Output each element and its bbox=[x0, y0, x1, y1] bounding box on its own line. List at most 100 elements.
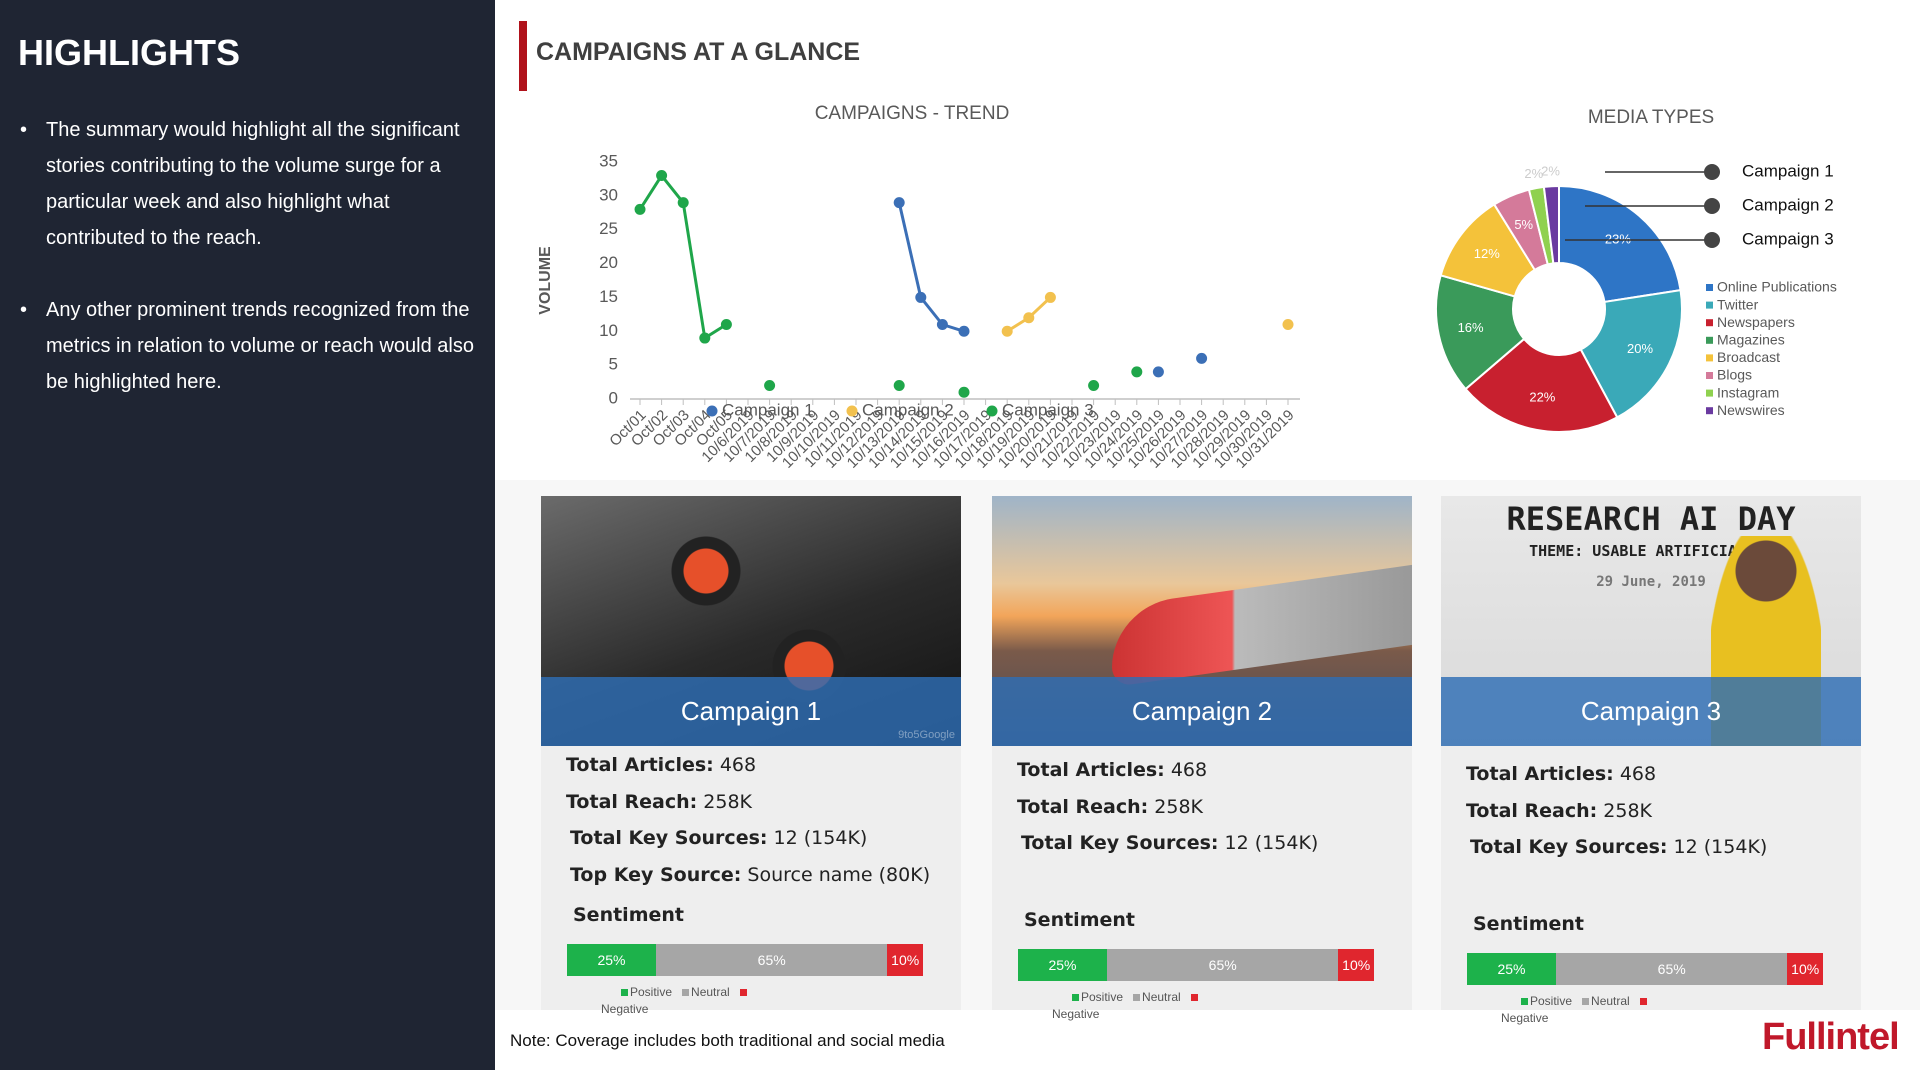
pie-label: 22% bbox=[1529, 389, 1555, 404]
stat-value: 258K bbox=[1154, 795, 1204, 818]
chart-title: CAMPAIGNS - TREND bbox=[815, 103, 1010, 124]
legend-item: Neutral bbox=[682, 985, 730, 999]
annotation-label: Campaign 2 bbox=[1742, 195, 1834, 214]
chart-title: MEDIA TYPES bbox=[1588, 107, 1714, 128]
legend-swatch bbox=[706, 405, 718, 417]
sentiment-legend: Positive Neutral Negative bbox=[1052, 990, 1272, 1021]
sentiment-segment: 25% bbox=[567, 944, 656, 976]
stat-label: Total Key Sources: bbox=[1470, 836, 1668, 858]
sentiment-segment: 10% bbox=[1787, 953, 1823, 985]
legend-swatch bbox=[621, 989, 628, 996]
legend-label: Positive bbox=[630, 985, 673, 999]
legend-label: Online Publications bbox=[1717, 279, 1837, 295]
series-line bbox=[640, 176, 1137, 372]
annotation-dot bbox=[1704, 232, 1720, 248]
legend-label: Negative bbox=[1052, 1007, 1100, 1021]
legend-swatch bbox=[1582, 998, 1590, 1005]
sentiment-title: Sentiment bbox=[1024, 909, 1135, 931]
legend-swatch bbox=[1706, 284, 1713, 291]
stat-value: 12 (154K) bbox=[1224, 832, 1319, 854]
y-tick-label: 30 bbox=[599, 185, 618, 204]
sentiment-segment: 65% bbox=[656, 944, 888, 976]
sentiment-segment: 25% bbox=[1018, 949, 1107, 981]
legend-label: Positive bbox=[1530, 994, 1573, 1008]
sentiment-title: Sentiment bbox=[573, 904, 684, 926]
data-point bbox=[720, 319, 732, 331]
stat-label: Total Reach: bbox=[1466, 799, 1598, 822]
pie-label: 23% bbox=[1605, 232, 1631, 247]
data-point bbox=[1044, 291, 1056, 303]
stat-label: Total Key Sources: bbox=[1021, 832, 1219, 854]
sentiment-segment: 10% bbox=[887, 944, 923, 976]
legend-label: Positive bbox=[1081, 990, 1124, 1004]
y-tick-label: 35 bbox=[599, 151, 618, 170]
legend-label: Campaign 1 bbox=[722, 400, 814, 419]
note: Note: Coverage includes both traditional… bbox=[510, 1031, 945, 1050]
legend-label: Neutral bbox=[1142, 990, 1181, 1004]
data-point bbox=[936, 319, 948, 331]
y-tick-label: 15 bbox=[599, 287, 618, 306]
poster-text: 29 June, 2019 bbox=[1596, 574, 1706, 590]
data-point bbox=[764, 379, 776, 391]
data-point bbox=[1282, 319, 1294, 331]
y-tick-label: 0 bbox=[609, 388, 618, 407]
legend-swatch bbox=[1706, 354, 1713, 362]
pie-slice bbox=[1435, 274, 1526, 391]
stat-label: Total Reach: bbox=[566, 790, 698, 813]
data-point bbox=[1196, 352, 1208, 364]
annotation-label: Campaign 3 bbox=[1742, 229, 1834, 248]
stat-label: Top Key Source: bbox=[570, 863, 742, 886]
stat-value: 258K bbox=[703, 790, 753, 813]
campaign-title: Campaign 2 bbox=[992, 677, 1412, 746]
stat-label: Total Reach: bbox=[1017, 795, 1149, 818]
data-point bbox=[958, 386, 970, 398]
legend-item: Negative bbox=[601, 1002, 821, 1016]
annotation-dot bbox=[1704, 198, 1720, 214]
logo: Fullintel bbox=[1762, 1016, 1900, 1058]
pie-slice bbox=[1579, 288, 1683, 419]
legend-label: Twitter bbox=[1717, 296, 1759, 312]
stat-line: Total Articles: 468 bbox=[1466, 763, 1656, 785]
sentiment-segment: 25% bbox=[1467, 953, 1556, 985]
series-line bbox=[899, 203, 1201, 359]
legend-label: Neutral bbox=[691, 985, 730, 999]
sentiment-segment: 65% bbox=[1556, 953, 1788, 985]
legend-swatch bbox=[1706, 372, 1713, 379]
pie-label: 2% bbox=[1541, 164, 1560, 179]
stat-label: Total Articles: bbox=[566, 754, 714, 776]
legend-label: Newswires bbox=[1717, 402, 1785, 418]
legend-label: Negative bbox=[601, 1002, 649, 1016]
stat-line: Top Key Source: Source name (80K) bbox=[570, 864, 930, 886]
legend-swatch bbox=[1072, 994, 1079, 1001]
data-point bbox=[677, 197, 689, 209]
data-point bbox=[634, 203, 646, 215]
stat-line: Total Key Sources: 12 (154K) bbox=[1470, 836, 1767, 858]
pie-label: 2% bbox=[1524, 166, 1543, 181]
y-axis-label: VOLUME bbox=[537, 246, 554, 315]
pie-label: 12% bbox=[1474, 246, 1500, 261]
stat-value: 468 bbox=[1170, 759, 1208, 781]
legend-swatch bbox=[1706, 336, 1713, 344]
legend-label: Neutral bbox=[1591, 994, 1630, 1008]
highlights-list: The summary would highlight all the sign… bbox=[18, 112, 478, 436]
stat-line: Total Reach: 258K bbox=[1017, 796, 1203, 818]
data-point bbox=[1001, 325, 1013, 337]
stat-line: Total Key Sources: 12 (154K) bbox=[570, 827, 867, 849]
sentiment-bar: 25% 65% 10% bbox=[1467, 953, 1823, 985]
legend-label: Campaign 2 bbox=[862, 400, 954, 419]
legend-swatch bbox=[1706, 301, 1713, 309]
data-point bbox=[656, 170, 668, 182]
legend-swatch bbox=[1521, 998, 1528, 1005]
sentiment-segment: 10% bbox=[1338, 949, 1374, 981]
legend-item: Neutral bbox=[1133, 990, 1181, 1004]
legend-swatch bbox=[682, 989, 690, 996]
legend-swatch bbox=[1639, 998, 1647, 1005]
legend-label: Negative bbox=[1501, 1011, 1549, 1025]
pie-slice bbox=[1542, 184, 1560, 265]
legend-item: Positive bbox=[621, 985, 672, 999]
stat-value: 12 (154K) bbox=[1673, 836, 1768, 858]
data-point bbox=[893, 379, 905, 391]
stat-label: Total Articles: bbox=[1466, 763, 1614, 785]
campaign-title: Campaign 1 bbox=[541, 677, 961, 746]
